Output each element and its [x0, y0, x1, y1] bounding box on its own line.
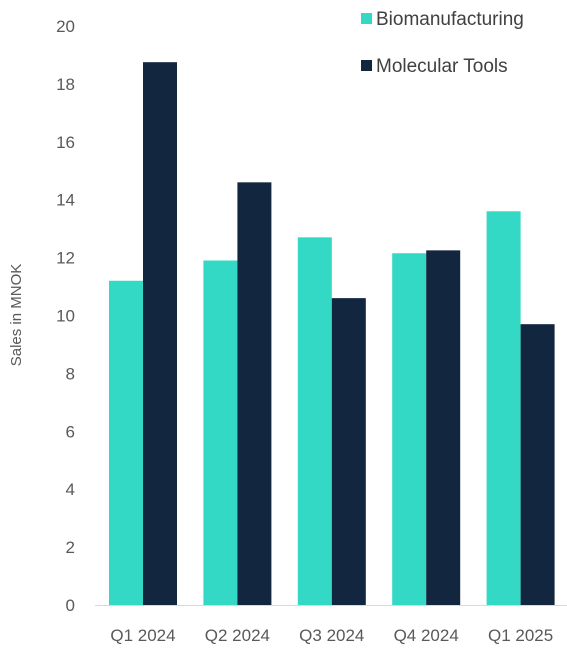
- y-tick-label: 2: [66, 538, 75, 557]
- x-tick-label: Q4 2024: [394, 626, 459, 645]
- x-tick-label: Q1 2025: [488, 626, 553, 645]
- y-tick-label: 20: [56, 17, 75, 36]
- bar-molecular-tools: [331, 298, 366, 605]
- y-axis-ticks: 0 2 4 6 8 10 12 14 16 18 20: [56, 17, 75, 615]
- bar-biomanufacturing: [486, 211, 521, 605]
- y-tick-label: 14: [56, 191, 75, 210]
- y-tick-label: 8: [66, 364, 75, 383]
- bar-biomanufacturing: [109, 280, 143, 605]
- bar-molecular-tools: [520, 324, 555, 605]
- bar-molecular-tools: [426, 250, 461, 606]
- y-tick-label: 0: [66, 596, 75, 615]
- bars: [109, 62, 555, 606]
- x-axis-ticks: Q1 2024 Q2 2024 Q3 2024 Q4 2024 Q1 2025: [110, 626, 553, 645]
- legend-swatch: [361, 60, 372, 71]
- x-tick-label: Q2 2024: [205, 626, 270, 645]
- y-tick-label: 12: [56, 249, 75, 268]
- y-tick-label: 16: [56, 133, 75, 152]
- legend: Biomanufacturing Molecular Tools: [361, 9, 524, 77]
- y-tick-label: 4: [66, 480, 75, 499]
- y-axis-title: Sales in MNOK: [8, 264, 25, 367]
- legend-swatch: [361, 13, 372, 24]
- bar-biomanufacturing: [297, 237, 332, 605]
- y-tick-label: 10: [56, 307, 75, 326]
- legend-label: Biomanufacturing: [376, 9, 524, 30]
- bar-biomanufacturing: [392, 253, 427, 605]
- bar-molecular-tools: [143, 62, 177, 605]
- bar-molecular-tools: [237, 182, 272, 605]
- x-tick-label: Q3 2024: [299, 626, 364, 645]
- bar-biomanufacturing: [203, 260, 238, 605]
- legend-label: Molecular Tools: [376, 56, 508, 77]
- y-tick-label: 18: [56, 75, 75, 94]
- x-tick-label: Q1 2024: [110, 626, 175, 645]
- y-tick-label: 6: [66, 422, 75, 441]
